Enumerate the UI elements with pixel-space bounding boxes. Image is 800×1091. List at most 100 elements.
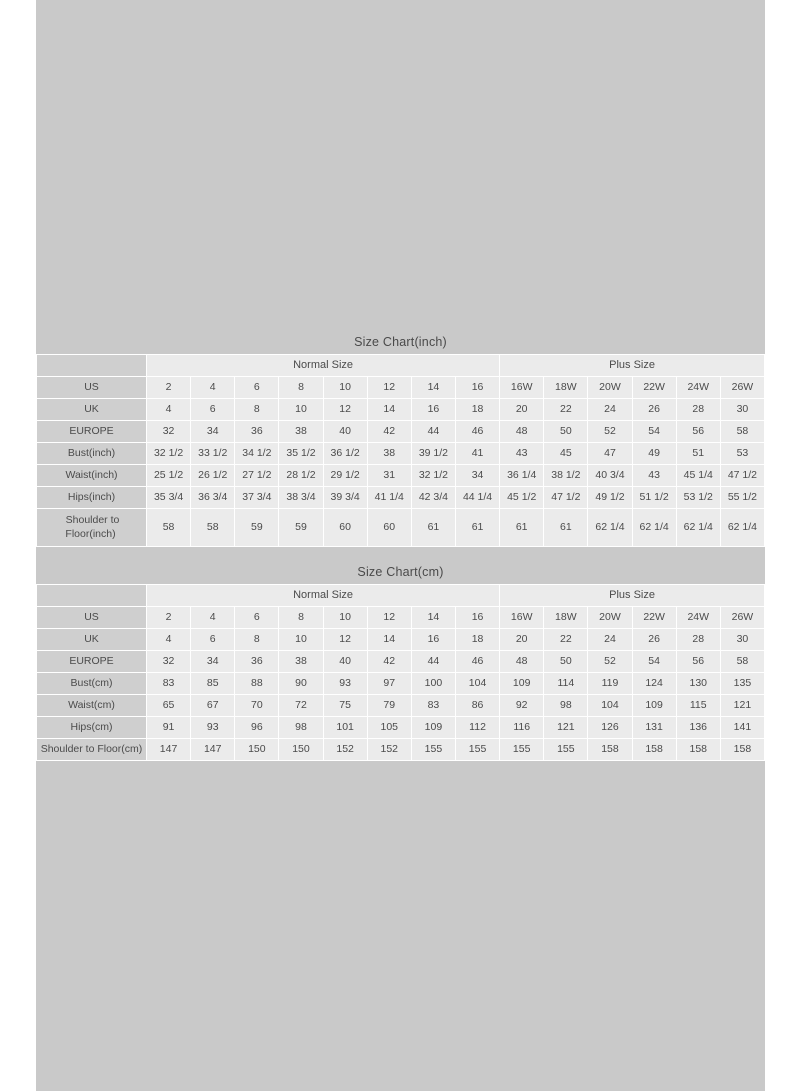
size-chart-inch-title: Size Chart(inch) [36,330,765,354]
table-cell: 43 [499,442,545,465]
table-cell: 100 [410,672,456,695]
table-cell: 38 [366,442,412,465]
table-cell: 109 [631,694,677,717]
table-cell: 38 3/4 [278,486,324,509]
table-cell: 35 3/4 [145,486,192,509]
table-cell: 61 [543,508,589,547]
row-label-cell: US [36,376,147,399]
table-cell: 155 [454,738,501,761]
table-cell: 46 [454,420,501,443]
table-cell: 158 [587,738,633,761]
table-cell: 6 [190,398,236,421]
table-cell: 158 [631,738,677,761]
table-cell: 30 [719,628,766,651]
table-cell: 6 [190,628,236,651]
table-cell: 155 [543,738,589,761]
table-cell: 16 [410,398,456,421]
table-cell: 39 3/4 [322,486,368,509]
table-cell: 61 [499,508,545,547]
table-cell: 32 1/2 [145,442,192,465]
row-label-text: Hips(inch) [67,490,116,503]
table-cell: 16 [454,376,501,399]
table-cell: 14 [366,628,412,651]
row-label-text: Shoulder to Floor(inch) [65,514,120,540]
table-row: Shoulder to Floor(inch) 58 58 59 59 60 60 61 61 6… [36,508,766,547]
table-row: Waist(cm) 65 67 70 72 75 79 83 86 92 98 104 109 115 12… [36,694,766,717]
table-cell: 16 [410,628,456,651]
table-cell: 98 [543,694,589,717]
row-label-text: US [84,610,99,623]
row-label-text: Hips(cm) [70,720,113,733]
table-cell: 38 1/2 [543,464,589,487]
table-cell: 51 [675,442,721,465]
table-cell: 35 1/2 [278,442,324,465]
table-cell: 8 [234,628,280,651]
table-cell: 26 [631,398,677,421]
table-row: Hips(inch) 35 3/4 36 3/4 37 3/4 38 3/4 39 3/4… [36,486,766,509]
table-cell: 150 [234,738,280,761]
table-cell: 2 [145,606,192,629]
size-chart-cm-table: Normal Size Plus Size US 2 4 6 8 10 12 14 16 16W 18W… [36,584,766,761]
table-cell: 88 [234,672,280,695]
table-cell: 34 1/2 [234,442,280,465]
table-cell: 32 1/2 [410,464,456,487]
table-cell: 44 1/4 [454,486,501,509]
table-cell: 112 [454,716,501,739]
table-cell: 18W [543,606,589,629]
table-cell: 36 [234,420,280,443]
table-cell: 58 [719,420,766,443]
table-cell: 22W [631,606,677,629]
table-cell: 47 [587,442,633,465]
table-cell: 42 [366,420,412,443]
table-cell: 47 1/2 [719,464,766,487]
table-cell: 16W [499,376,545,399]
table-cell: 59 [234,508,280,547]
table-cell: 34 [190,420,236,443]
table-cell: 20W [587,376,633,399]
table-cell: 152 [366,738,412,761]
row-label-cell: Shoulder to Floor(cm) [36,738,147,761]
table-cell: 155 [499,738,545,761]
table-cell: 85 [190,672,236,695]
table-cell: 44 [410,420,456,443]
table-cell: 60 [366,508,412,547]
row-label-text: EUROPE [69,424,114,437]
table-cell: 10 [322,376,368,399]
table-cell: 53 [719,442,766,465]
table-cell: 124 [631,672,677,695]
table-cell: 61 [410,508,456,547]
table-cell: 67 [190,694,236,717]
table-cell: 62 1/4 [587,508,633,547]
table-cell: 14 [366,398,412,421]
table-cell: 6 [234,376,280,399]
table-cell: 49 1/2 [587,486,633,509]
table-cell: 4 [145,628,192,651]
table-cell: 36 3/4 [190,486,236,509]
table-row: EUROPE 32 34 36 38 40 42 44 46 48 50 52 54 56 58 [36,650,766,673]
table-cell: 16 [454,606,501,629]
row-label-text: UK [84,632,99,645]
table-cell: 109 [499,672,545,695]
table-cell: 32 [145,420,192,443]
table-cell: 93 [190,716,236,739]
size-chart-cm-body: Normal Size Plus Size US 2 4 6 8 10 12 14 16 16W 18W… [36,584,766,761]
table-cell: 48 [499,650,545,673]
table-cell: 26W [719,376,766,399]
table-cell: 24W [675,606,721,629]
table-cell: 36 1/2 [322,442,368,465]
table-cell: 46 [454,650,501,673]
table-cell: 2 [145,376,192,399]
table-cell: 18 [454,398,501,421]
table-cell: 90 [278,672,324,695]
table-cell: 75 [322,694,368,717]
table-cell: 41 1/4 [366,486,412,509]
table-cell: 28 [675,398,721,421]
group-header-plus-size: Plus Size [499,354,765,377]
group-header-plus-size: Plus Size [499,584,765,607]
table-cell: 91 [145,716,192,739]
table-cell: 109 [410,716,456,739]
row-label-cell: Hips(inch) [36,486,147,509]
table-cell: 40 3/4 [587,464,633,487]
table-cell: 97 [366,672,412,695]
